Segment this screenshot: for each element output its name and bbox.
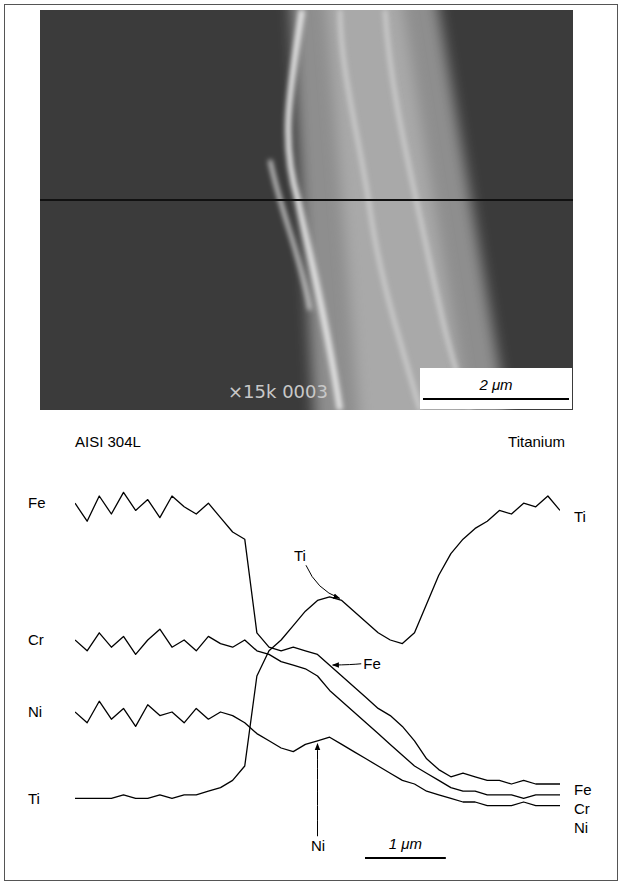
label-arrow — [333, 664, 362, 665]
bright-streak — [385, 10, 470, 410]
bright-streak — [288, 10, 340, 410]
figure: ×15k 0003 2 μm AISI 304L Titanium Fe Cr Ni Ti Ti… — [0, 0, 622, 885]
series-label: Ti — [28, 790, 40, 807]
curve-label: Ni — [311, 837, 325, 854]
label-arrow — [317, 744, 318, 836]
scale-bar — [423, 398, 569, 400]
bright-band — [290, 10, 510, 410]
annotation: AISI 304L — [75, 433, 141, 450]
labels: AISI 304L Titanium Fe Cr Ni Ti Ti Fe Cr Ni Ti Fe Ni — [28, 433, 592, 855]
series-label: Fe — [574, 781, 592, 798]
bright-streak — [270, 160, 310, 310]
scale-bar — [365, 857, 446, 859]
label-ground — [292, 546, 308, 565]
label-arrow — [306, 565, 340, 598]
line-chart: AISI 304L Titanium Fe Cr Ni Ti Ti Fe Cr Ni Ti Fe Ni 1… — [28, 433, 592, 858]
series-label: Cr — [28, 631, 44, 648]
bright-streak — [340, 10, 420, 410]
label-ground — [309, 836, 327, 855]
series-label: Ti — [574, 508, 586, 525]
curve-label: Fe — [363, 655, 381, 672]
scale-bar-label: 2 μm — [478, 376, 512, 393]
annotation: Titanium — [508, 433, 565, 450]
series-label: Ni — [28, 703, 42, 720]
series-label: Fe — [28, 494, 46, 511]
scale-bar-box — [420, 368, 572, 409]
curve-label: Ti — [294, 547, 306, 564]
scan-line — [40, 199, 573, 201]
series-label: Ni — [574, 819, 588, 836]
series-label: Cr — [574, 800, 590, 817]
micrograph-label: ×15k 0003 — [228, 381, 328, 402]
bright-band-core — [325, 10, 470, 410]
scale-bar-label: 1 μm — [389, 835, 422, 852]
micrograph: ×15k 0003 2 μm — [40, 0, 573, 430]
label-ground — [361, 654, 383, 673]
